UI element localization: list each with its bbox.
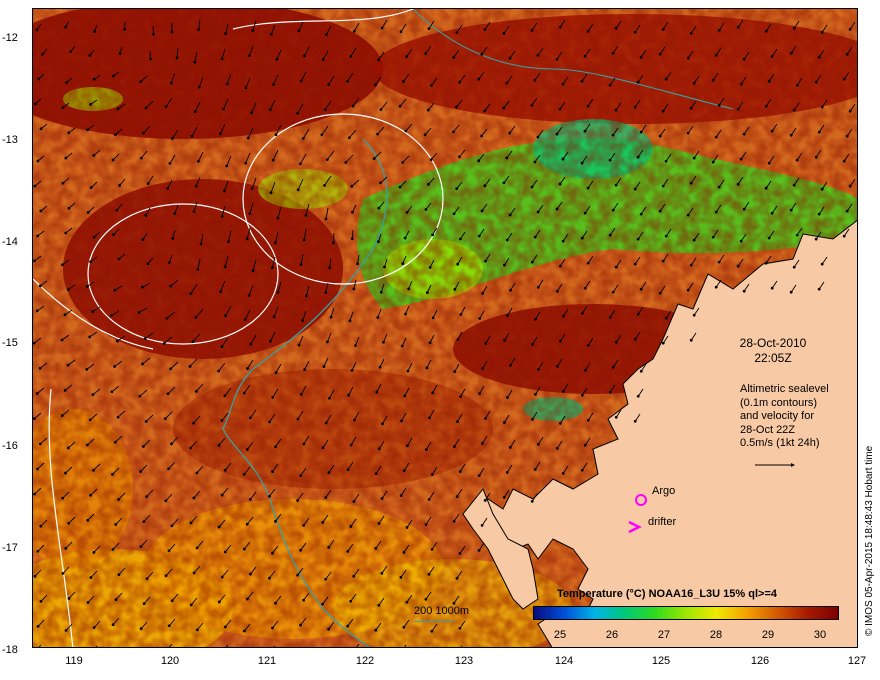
colorbar-tick: 28 bbox=[709, 629, 723, 641]
date-time-label: 28-Oct-2010 22:05Z bbox=[728, 336, 818, 366]
lat-label: -13 bbox=[2, 134, 18, 146]
colorbar-tick: 30 bbox=[813, 629, 827, 641]
description-line: (0.1m contours) bbox=[740, 396, 818, 409]
colorbar-title: Temperature (°C) NOAA16_L3U 15% ql>=4 bbox=[557, 588, 777, 600]
lat-label: -15 bbox=[2, 337, 18, 349]
lon-label: 127 bbox=[847, 655, 867, 667]
colorbar-tick: 27 bbox=[657, 629, 671, 641]
depth-legend-line bbox=[414, 621, 454, 622]
description: Altimetric sealevel (0.1m contours) and … bbox=[740, 383, 850, 451]
colorbar-tick: 25 bbox=[553, 629, 567, 641]
drifter-marker bbox=[628, 520, 642, 534]
lon-label: 123 bbox=[454, 655, 474, 667]
depth-legend-label: 200 1000m bbox=[414, 605, 470, 617]
lat-label: -14 bbox=[2, 236, 18, 248]
lon-label: 121 bbox=[257, 655, 277, 667]
colorbar bbox=[533, 606, 839, 620]
description-line: and velocity for bbox=[740, 410, 814, 422]
description-line: 28-Oct 22Z bbox=[740, 423, 796, 436]
bathymetry-contour bbox=[222, 138, 388, 647]
lat-label: -17 bbox=[2, 542, 18, 554]
lat-label: -18 bbox=[2, 644, 18, 656]
sst-map bbox=[33, 9, 857, 647]
description-line: Altimetric sealevel bbox=[740, 383, 829, 395]
argo-legend-label: Argo bbox=[652, 485, 676, 497]
argo-marker bbox=[635, 494, 647, 506]
peninsula bbox=[462, 488, 539, 610]
lat-label: -12 bbox=[2, 32, 18, 44]
lon-label: 119 bbox=[65, 655, 83, 667]
lon-label: 124 bbox=[554, 655, 574, 667]
drifter-legend-label: drifter bbox=[648, 516, 677, 528]
description-line: 0.5m/s (1kt 24h) bbox=[740, 437, 820, 449]
lon-label: 122 bbox=[355, 655, 375, 667]
map-frame bbox=[32, 8, 858, 648]
lon-label: 126 bbox=[750, 655, 770, 667]
sea-level-contours bbox=[33, 9, 444, 647]
land-mass bbox=[477, 219, 857, 647]
lat-label: -16 bbox=[2, 440, 18, 452]
lon-label: 120 bbox=[160, 655, 180, 667]
time-label: 22:05Z bbox=[754, 351, 792, 365]
bathymetry-contour-2 bbox=[412, 9, 734, 110]
colorbar-tick: 29 bbox=[761, 629, 775, 641]
credit-text: © IMOS 05-Apr-2015 18:48:43 Hobart time bbox=[864, 445, 875, 636]
velocity-arrows bbox=[33, 19, 856, 647]
colorbar-tick: 26 bbox=[605, 629, 619, 641]
lon-label: 125 bbox=[651, 655, 671, 667]
date-label: 28-Oct-2010 bbox=[739, 336, 807, 350]
